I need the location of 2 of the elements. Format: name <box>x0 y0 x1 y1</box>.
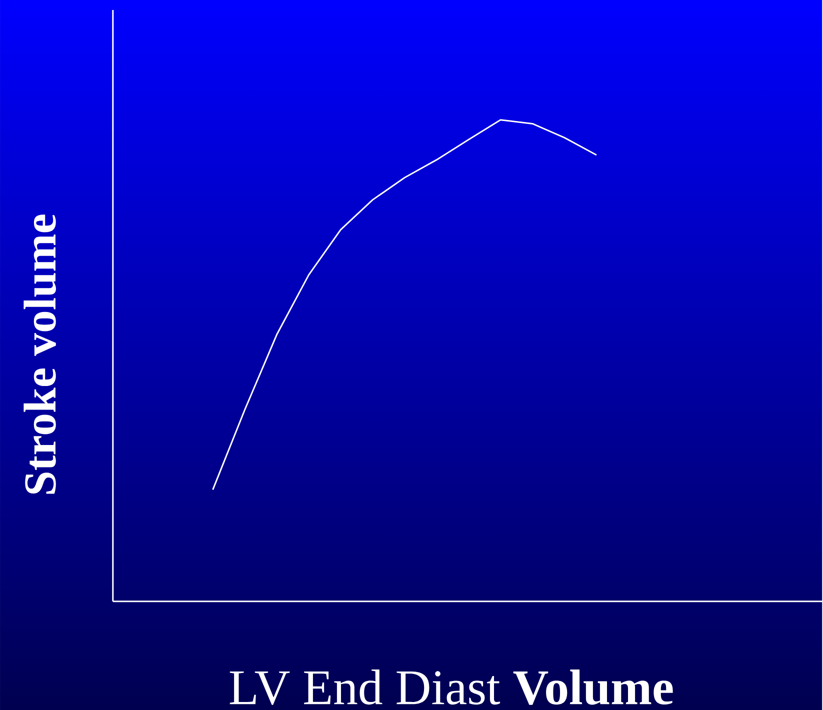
x-axis-title: LV End Diast Volume <box>230 669 673 705</box>
y-axis-title: Stroke volume <box>24 214 56 494</box>
